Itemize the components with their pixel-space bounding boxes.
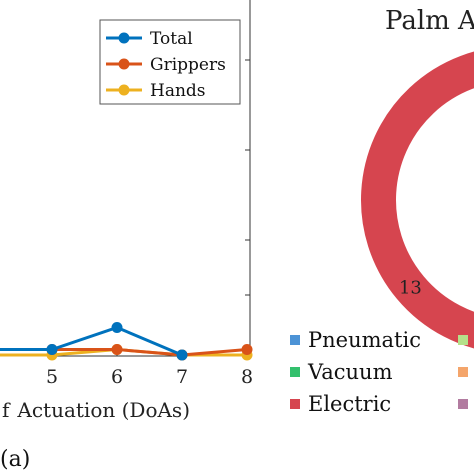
line-legend: Total Grippers Hands <box>99 19 241 105</box>
legend-label-hands: Hands <box>150 81 206 101</box>
x-tick-label: 7 <box>176 366 188 388</box>
donut-chart: Palm A 1314 Pneumatic Vacuum Electric <box>290 6 474 416</box>
category-label-pneumatic: Pneumatic <box>308 328 421 352</box>
category-swatch <box>290 399 300 409</box>
category-swatch <box>458 367 468 377</box>
panel-label: (a) <box>0 447 30 472</box>
category-label-vacuum: Vacuum <box>307 360 393 384</box>
data-point-total <box>176 349 188 361</box>
donut-slice-electric <box>359 49 474 351</box>
donut-slices <box>359 49 474 351</box>
x-tick-label: 5 <box>46 366 58 388</box>
right-axis-ticks <box>245 59 250 296</box>
donut-title: Palm A <box>385 6 474 36</box>
x-tick-label: 8 <box>241 366 253 388</box>
category-label-electric: Electric <box>308 392 391 416</box>
category-swatch <box>290 335 300 345</box>
data-point-total <box>46 344 58 355</box>
x-axis-title-text: Actuation (DoAs) <box>16 398 190 422</box>
line-chart: 5 6 7 8 f Actuation (DoAs) Total Grippers Hand… <box>0 0 253 422</box>
slice-value-label: 13 <box>399 278 422 299</box>
x-axis-ticks: 5 6 7 8 <box>46 351 253 388</box>
legend-marker-total <box>118 32 130 44</box>
data-point-total <box>111 322 123 333</box>
x-axis-title: f Actuation (DoAs) <box>2 398 190 422</box>
legend-label-total: Total <box>150 29 193 49</box>
category-swatch <box>290 367 300 377</box>
data-point-grippers <box>111 344 123 355</box>
donut-slice-labels: 1314 <box>399 278 422 299</box>
x-axis-title-prefix: f <box>2 398 11 422</box>
legend-label-grippers: Grippers <box>150 55 226 75</box>
series-lines <box>0 322 253 361</box>
category-swatch <box>458 335 468 345</box>
category-legend: Pneumatic Vacuum Electric <box>290 328 468 416</box>
data-point-grippers <box>241 344 253 355</box>
series-line-total <box>0 325 183 357</box>
legend-marker-grippers <box>118 58 130 70</box>
category-swatch <box>458 399 468 409</box>
legend-marker-hands <box>118 84 130 96</box>
x-tick-label: 6 <box>111 366 123 388</box>
